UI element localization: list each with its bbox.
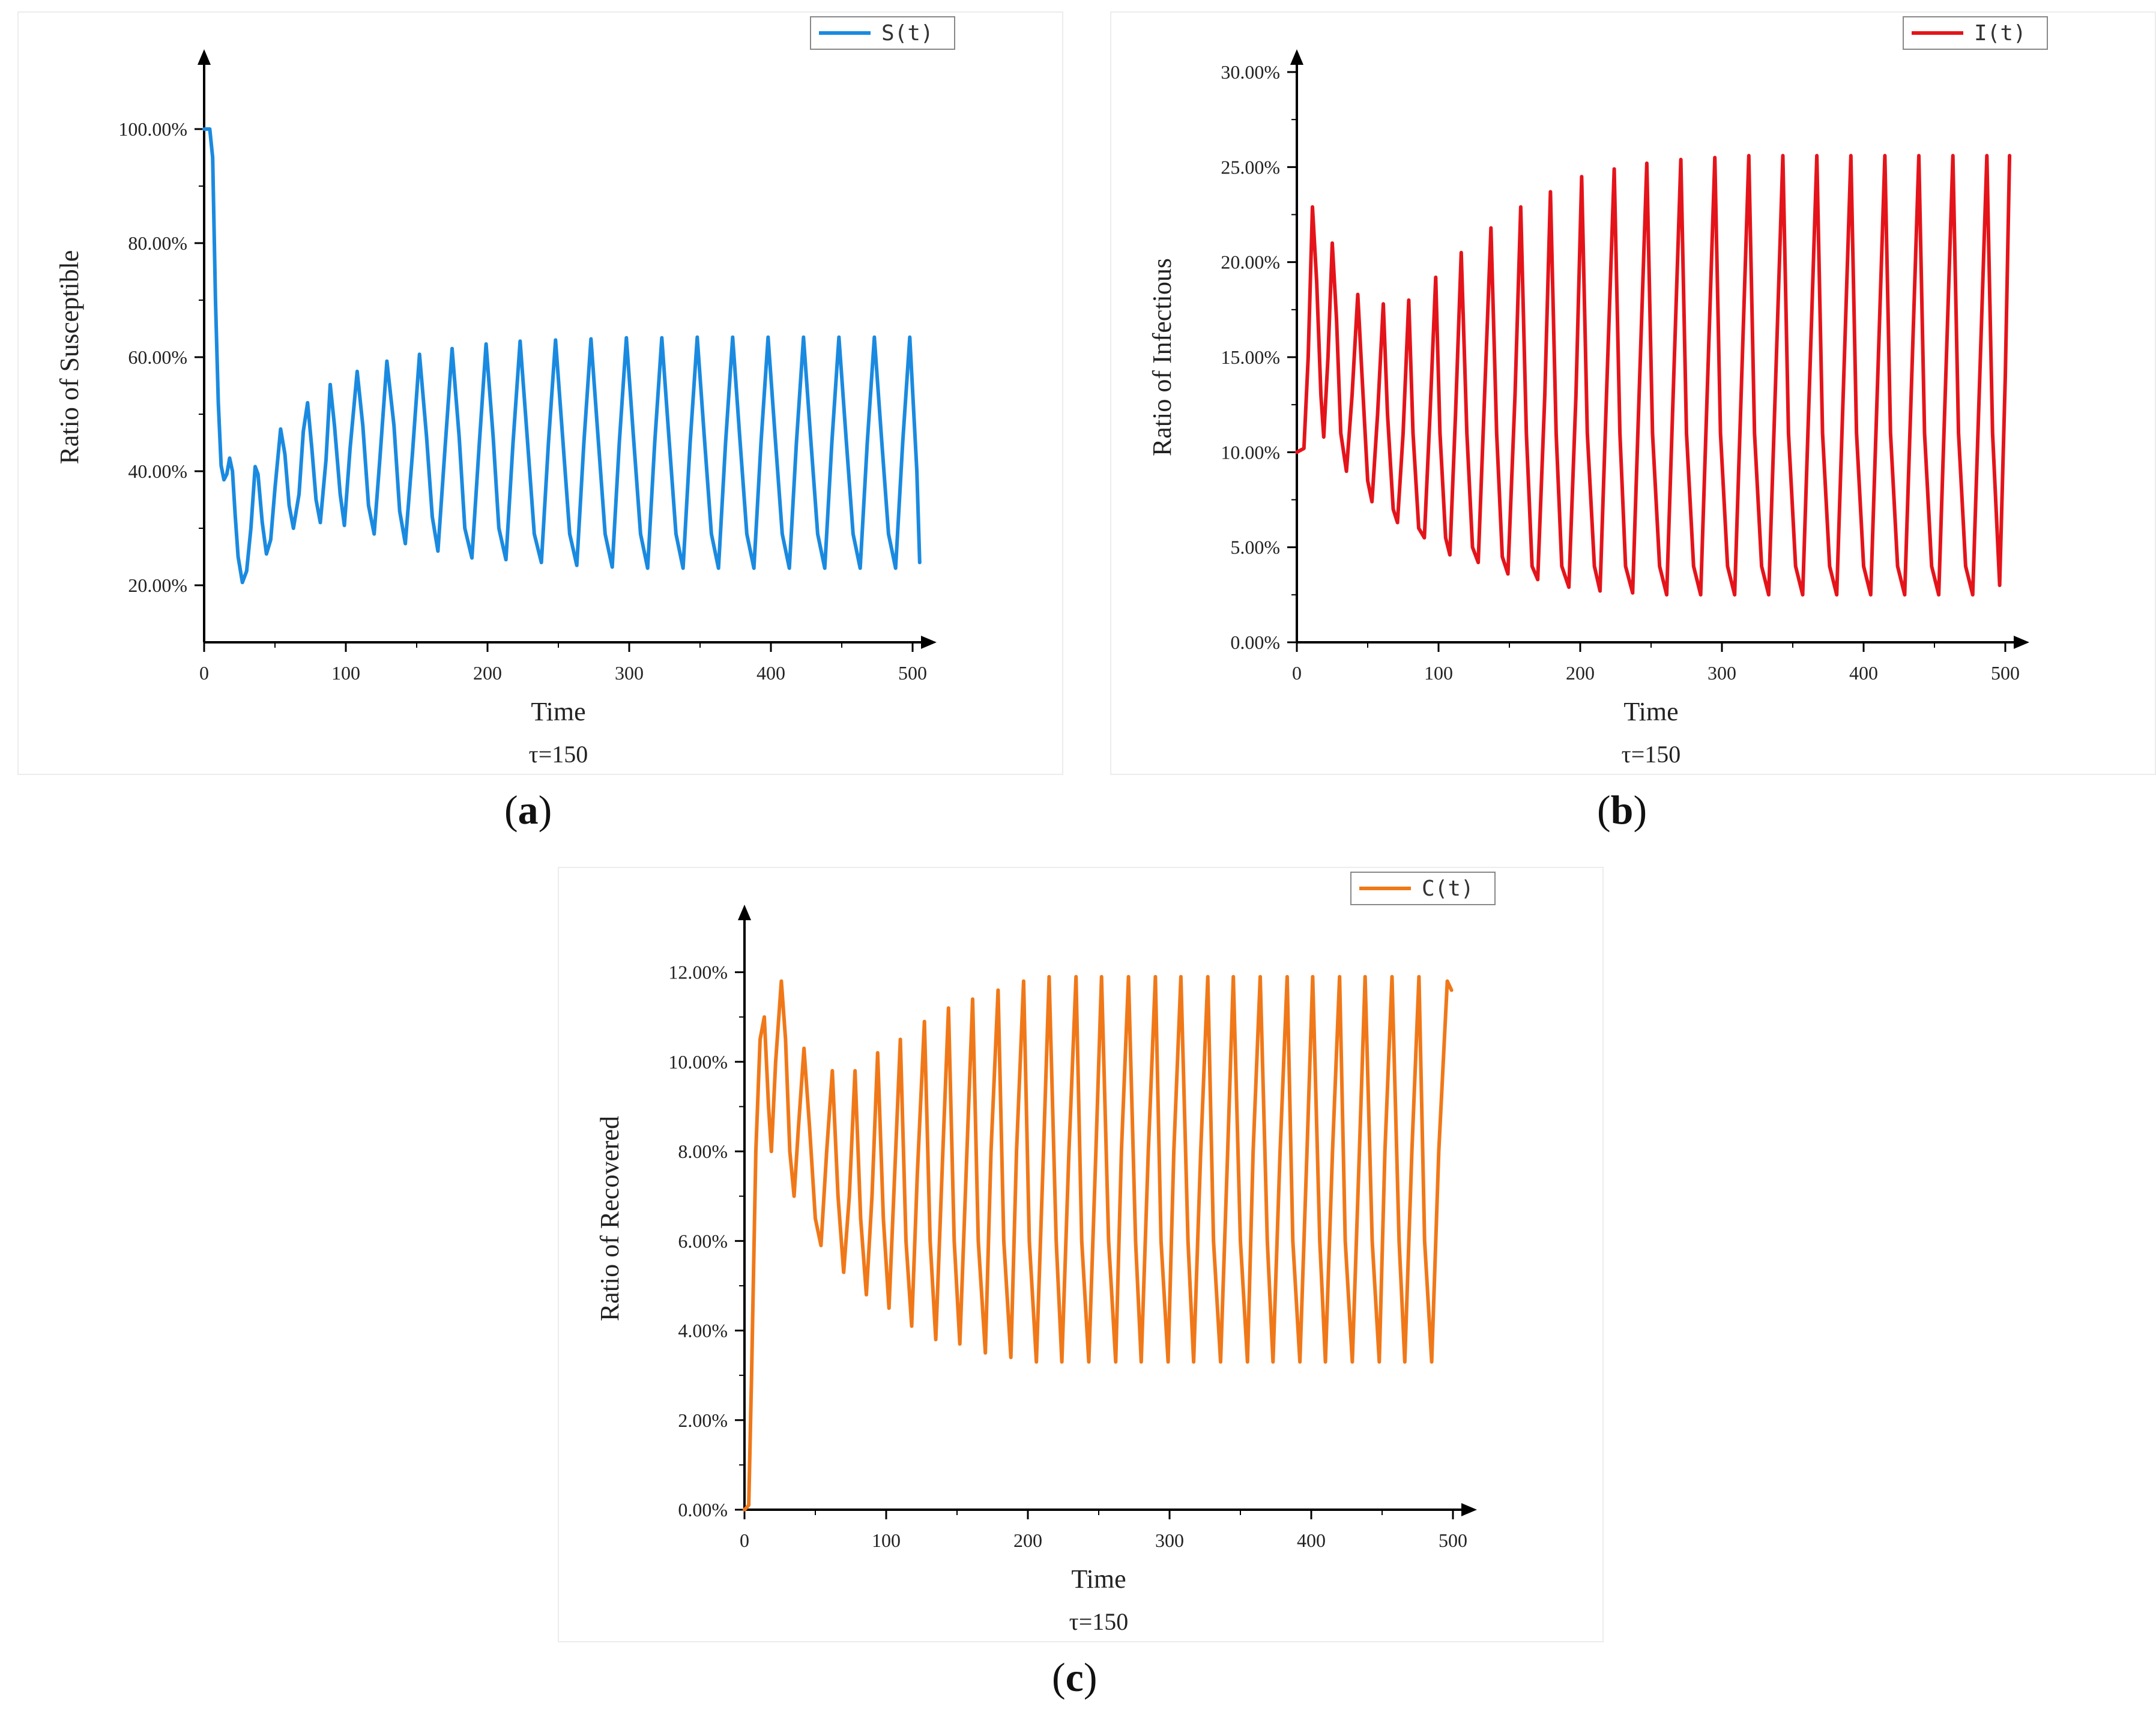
y-tick-label: 8.00% xyxy=(678,1141,728,1162)
x-tick-label: 400 xyxy=(1849,662,1878,684)
x-axis-title: Time xyxy=(1071,1564,1126,1594)
tau-label: τ=150 xyxy=(1622,741,1681,768)
y-tick-label: 20.00% xyxy=(128,574,187,596)
y-tick-label: 60.00% xyxy=(128,346,187,368)
caption-a-letter: a xyxy=(518,787,539,833)
x-axis-arrow xyxy=(1461,1503,1477,1516)
x-tick-label: 500 xyxy=(898,662,927,684)
x-tick-label: 300 xyxy=(615,662,644,684)
y-tick-label: 6.00% xyxy=(678,1230,728,1252)
x-axis-title: Time xyxy=(1623,697,1678,726)
legend-label: I(t) xyxy=(1974,21,2026,46)
series-line-st xyxy=(202,127,922,585)
y-tick-label: 2.00% xyxy=(678,1409,728,1431)
series-line-ct xyxy=(743,975,1454,1512)
legend-box xyxy=(1903,16,2048,50)
caption-a: (a) xyxy=(504,787,552,833)
y-tick-label: 40.00% xyxy=(128,460,187,482)
tau-label: τ=150 xyxy=(529,741,588,768)
y-tick-label: 12.00% xyxy=(668,962,728,983)
legend-label: S(t) xyxy=(881,21,934,46)
x-axis-title: Time xyxy=(531,697,585,726)
y-tick-label: 25.00% xyxy=(1221,156,1280,178)
caption-c-letter: c xyxy=(1065,1654,1084,1700)
chart-panel-infectious: 0 100 200 300 400 500 0.00% 5.00% 10.00% 15.00% 20… xyxy=(1110,11,2156,775)
y-tick-label: 15.00% xyxy=(1221,346,1280,368)
chart-recovered: 0 100 200 300 400 500 0.00% 2.00% 4.00% 6.00% 8.00… xyxy=(558,867,1604,1642)
x-tick-label: 300 xyxy=(1708,662,1736,684)
x-tick-label: 200 xyxy=(1013,1530,1042,1551)
y-axis-arrow xyxy=(198,49,211,65)
x-tick-label: 400 xyxy=(1297,1530,1326,1551)
chart-frame xyxy=(558,867,1604,1642)
x-axis-arrow xyxy=(2014,636,2029,649)
x-tick-label: 100 xyxy=(872,1530,901,1551)
chart-susceptible: 0 100 200 300 400 500 20.00% 40.00% 60.00% 80.00%… xyxy=(17,11,1063,775)
x-tick-label: 100 xyxy=(1424,662,1453,684)
y-axis-title: Ratio of Infectious xyxy=(1147,258,1177,456)
x-tick-label: 500 xyxy=(1991,662,2020,684)
y-tick-label: 4.00% xyxy=(678,1320,728,1342)
y-tick-label: 10.00% xyxy=(1221,441,1280,463)
x-tick-label: 0 xyxy=(740,1530,749,1551)
chart-panel-recovered: 0 100 200 300 400 500 0.00% 2.00% 4.00% 6.00% 8.00… xyxy=(558,867,1604,1642)
axes xyxy=(743,915,1468,1511)
y-tick-label: 80.00% xyxy=(128,232,187,254)
x-tick-label: 300 xyxy=(1155,1530,1184,1551)
x-axis-arrow xyxy=(921,636,937,649)
legend-label: C(t) xyxy=(1422,876,1474,901)
series-line-it xyxy=(1295,154,2012,597)
x-tick-label: 0 xyxy=(199,662,209,684)
y-tick-label: 30.00% xyxy=(1221,61,1280,83)
y-axis-title: Ratio of Susceptible xyxy=(55,250,84,465)
x-tick-label: 500 xyxy=(1439,1530,1467,1551)
y-tick-label: 10.00% xyxy=(668,1051,728,1073)
tau-label: τ=150 xyxy=(1069,1608,1129,1635)
y-axis-arrow xyxy=(1290,49,1303,65)
y-tick-label: 0.00% xyxy=(1230,631,1280,653)
x-tick-label: 200 xyxy=(473,662,502,684)
chart-frame xyxy=(1110,11,2156,775)
y-axis-arrow xyxy=(738,905,751,920)
chart-infectious: 0 100 200 300 400 500 0.00% 5.00% 10.00% 15.00% 20… xyxy=(1110,11,2156,775)
caption-b-letter: b xyxy=(1610,787,1634,833)
caption-c: (c) xyxy=(1052,1654,1098,1700)
y-tick-label: 100.00% xyxy=(118,118,187,140)
x-tick-label: 200 xyxy=(1566,662,1595,684)
axes xyxy=(203,60,928,644)
y-axis-title: Ratio of Recovered xyxy=(595,1116,624,1321)
x-tick-label: 100 xyxy=(331,662,360,684)
y-tick-label: 0.00% xyxy=(678,1499,728,1521)
chart-frame xyxy=(17,11,1063,775)
x-tick-label: 0 xyxy=(1292,662,1302,684)
y-tick-label: 5.00% xyxy=(1230,537,1280,558)
chart-panel-susceptible: 0 100 200 300 400 500 20.00% 40.00% 60.00% 80.00%… xyxy=(17,11,1063,775)
axes xyxy=(1296,60,2020,644)
y-tick-label: 20.00% xyxy=(1221,252,1280,273)
caption-b: (b) xyxy=(1597,787,1647,833)
x-tick-label: 400 xyxy=(756,662,785,684)
